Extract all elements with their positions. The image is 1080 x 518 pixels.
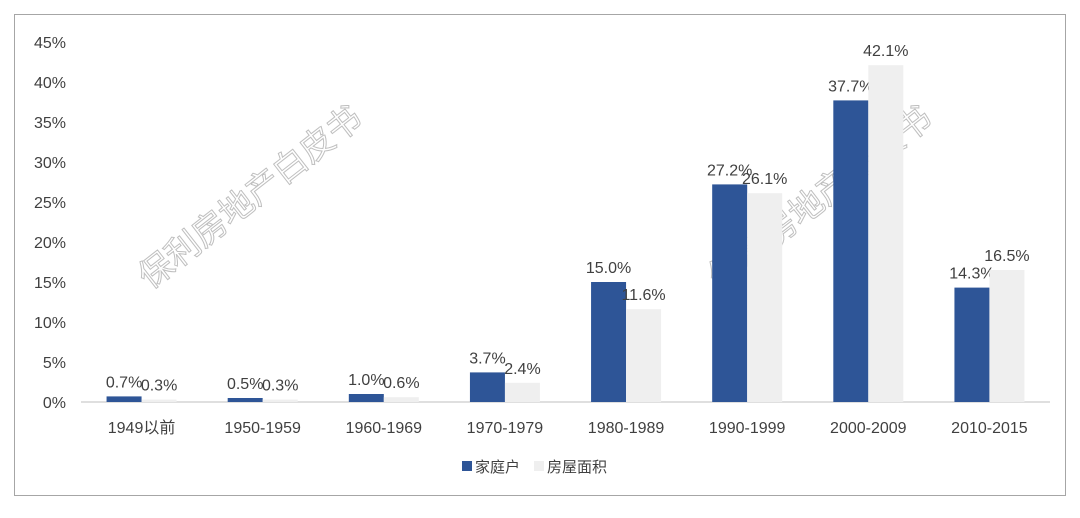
data-label: 16.5% bbox=[984, 248, 1029, 265]
y-tick-label: 35% bbox=[34, 115, 66, 132]
legend-swatch bbox=[462, 461, 472, 471]
bar-floor-area bbox=[504, 382, 540, 402]
bar-floor-area bbox=[383, 397, 419, 402]
data-label: 14.3% bbox=[949, 266, 994, 283]
data-label: 11.6% bbox=[621, 287, 665, 304]
x-tick-label: 1960-1969 bbox=[346, 420, 423, 437]
bar-households bbox=[712, 184, 748, 402]
x-tick-label: 2000-2009 bbox=[830, 420, 907, 437]
bar-households bbox=[469, 372, 505, 402]
bar-households bbox=[591, 282, 627, 402]
data-label: 27.2% bbox=[707, 162, 752, 179]
bar-floor-area bbox=[626, 309, 662, 402]
x-tick-label: 1980-1989 bbox=[588, 420, 665, 437]
data-label: 37.7% bbox=[828, 78, 873, 95]
y-tick-label: 40% bbox=[34, 75, 66, 92]
bar-households bbox=[348, 394, 384, 402]
data-label: 3.7% bbox=[469, 350, 505, 367]
y-tick-label: 20% bbox=[34, 235, 66, 252]
y-tick-label: 15% bbox=[34, 275, 66, 292]
x-tick-label: 1950-1959 bbox=[224, 420, 301, 437]
y-tick-label: 30% bbox=[34, 155, 66, 172]
bar-households bbox=[954, 287, 990, 402]
data-label: 1.0% bbox=[348, 372, 384, 389]
bar-floor-area bbox=[989, 270, 1025, 402]
legend-label: 房屋面积 bbox=[547, 459, 607, 476]
x-tick-label: 2010-2015 bbox=[951, 420, 1028, 437]
legend-label: 家庭户 bbox=[475, 459, 520, 476]
x-tick-label: 1949以前 bbox=[108, 419, 176, 437]
bar-floor-area bbox=[262, 399, 298, 402]
data-label: 0.7% bbox=[106, 374, 142, 391]
data-label: 0.3% bbox=[141, 378, 177, 395]
bar-floor-area bbox=[747, 193, 783, 402]
y-tick-label: 0% bbox=[43, 395, 66, 412]
bar-floor-area bbox=[141, 399, 177, 402]
data-label: 0.3% bbox=[262, 378, 298, 395]
data-label: 26.1% bbox=[742, 171, 787, 188]
bar-households bbox=[227, 398, 263, 402]
bar-floor-area bbox=[868, 65, 904, 402]
data-label: 0.6% bbox=[383, 375, 419, 392]
x-tick-label: 1970-1979 bbox=[467, 420, 544, 437]
data-label: 42.1% bbox=[863, 43, 908, 60]
data-label: 15.0% bbox=[586, 260, 631, 277]
y-tick-label: 45% bbox=[34, 35, 66, 52]
data-label: 2.4% bbox=[504, 361, 540, 378]
y-tick-label: 25% bbox=[34, 195, 66, 212]
y-tick-label: 10% bbox=[34, 315, 66, 332]
watermark-text-1: 保利房地产白皮书 bbox=[131, 98, 370, 297]
data-label: 0.5% bbox=[227, 376, 263, 393]
x-tick-label: 1990-1999 bbox=[709, 420, 786, 437]
bar-households bbox=[106, 396, 142, 402]
y-tick-label: 5% bbox=[43, 355, 66, 372]
legend-swatch bbox=[534, 461, 544, 471]
bar-households bbox=[833, 100, 869, 403]
